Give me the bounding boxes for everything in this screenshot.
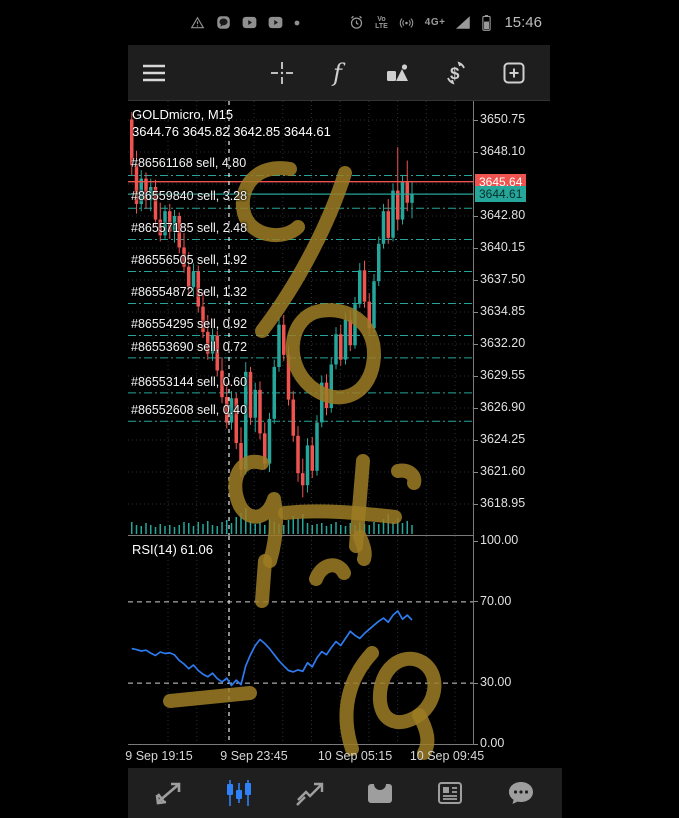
tick-mark — [474, 439, 478, 441]
time-tick-label: 10 Sep 09:45 — [409, 749, 485, 763]
tick-mark — [474, 503, 478, 505]
time-tick-label: 9 Sep 19:15 — [125, 749, 193, 763]
nav-quotes[interactable] — [152, 776, 186, 810]
time-tick-label: 9 Sep 23:45 — [220, 749, 288, 763]
bid-price-badge: 3644.61 — [475, 186, 527, 203]
tick-mark — [474, 247, 478, 249]
alarm-icon — [350, 15, 363, 29]
price-tick-label: 3626.90 — [480, 400, 526, 414]
rsi-tick-label: 0.00 — [480, 736, 505, 750]
volte-label: Vo LTE — [375, 15, 388, 30]
warning-icon — [190, 16, 205, 28]
price-tick-label: 3632.20 — [480, 336, 526, 350]
objects-icon[interactable] — [384, 59, 412, 87]
price-tick-label: 3624.25 — [480, 432, 526, 446]
chat-app-icon — [217, 16, 230, 29]
tick-mark — [474, 279, 478, 281]
trade-arrow-icon — [295, 782, 324, 806]
rsi-tick-label: 100.00 — [480, 533, 519, 547]
nav-history[interactable] — [363, 776, 397, 810]
price-tick-label: 3648.10 — [480, 144, 526, 158]
play-app-icon — [268, 16, 283, 29]
crosshair-icon[interactable] — [268, 59, 296, 87]
trade-dollar-icon[interactable]: $ — [442, 59, 470, 87]
tick-mark — [474, 471, 478, 473]
position-label: #86554872 sell, 1.32 — [131, 285, 248, 299]
quotes-arrows-icon — [155, 782, 181, 805]
play-app-icon — [242, 16, 257, 29]
price-tick-label: 3629.55 — [480, 368, 526, 382]
rsi-tick-label: 30.00 — [480, 675, 512, 690]
svg-text:f: f — [331, 60, 346, 86]
status-bar: Vo LTE 4G+ 15:46 — [128, 0, 550, 45]
tick-mark — [474, 682, 478, 684]
hotspot-icon — [399, 17, 413, 28]
nav-news[interactable] — [433, 776, 467, 810]
position-label: #86552608 sell, 0.40 — [131, 403, 248, 417]
price-tick-label: 3650.75 — [480, 112, 526, 126]
position-label: #86554295 sell, 0.92 — [131, 317, 248, 331]
price-axis: 3645.64 3644.61 3650.75 3648.10 3642.80 364… — [473, 101, 551, 750]
position-label: #86556505 sell, 1.92 — [131, 253, 248, 267]
signal-icon — [456, 16, 471, 29]
tick-mark — [474, 151, 478, 153]
position-label: #86553144 sell, 0.60 — [131, 375, 248, 389]
tick-mark — [474, 343, 478, 345]
history-tray-icon — [368, 784, 393, 803]
position-label: #86557185 sell, 2.48 — [131, 221, 248, 235]
ohlc-readout: 3644.76 3645.82 3642.85 3644.61 — [132, 124, 331, 139]
menu-icon[interactable] — [140, 59, 168, 87]
nav-trade[interactable] — [293, 776, 327, 810]
app-toolbar: f $ — [128, 45, 550, 100]
tick-mark — [474, 375, 478, 377]
candlestick-chart-icon — [227, 780, 252, 806]
bottom-nav — [128, 768, 562, 818]
tick-mark — [474, 743, 478, 745]
news-icon — [438, 782, 463, 804]
network-label: 4G+ — [424, 17, 446, 28]
tick-mark — [474, 215, 478, 217]
position-label: #86559840 sell, 3.28 — [131, 189, 248, 203]
new-order-icon[interactable] — [500, 59, 528, 87]
function-icon[interactable]: f — [326, 59, 354, 87]
rsi-pane[interactable] — [128, 536, 473, 745]
tick-mark — [474, 311, 478, 313]
price-tick-label: 3637.50 — [480, 272, 526, 286]
tick-mark — [474, 540, 478, 542]
chart-widget[interactable]: GOLDmicro, M15 3644.76 3645.82 3642.85 3… — [125, 100, 551, 769]
nav-charts[interactable] — [222, 776, 256, 810]
tick-mark — [474, 407, 478, 409]
price-tick-label: 3640.15 — [480, 240, 526, 254]
battery-icon — [482, 14, 492, 31]
price-tick-label: 3634.85 — [480, 304, 526, 318]
tick-mark — [474, 601, 478, 603]
symbol-title: GOLDmicro, M15 — [132, 107, 234, 122]
chat-bubble-icon — [508, 782, 533, 804]
position-label: #86553690 sell, 0.72 — [131, 340, 248, 354]
dot-icon — [294, 20, 300, 25]
price-tick-label: 3621.60 — [480, 464, 526, 478]
price-tick-label: 3642.80 — [480, 208, 526, 222]
time-tick-label: 10 Sep 05:15 — [317, 749, 393, 763]
price-tick-label: 3618.95 — [480, 496, 526, 510]
rsi-tick-label: 70.00 — [480, 593, 512, 608]
rsi-readout: RSI(14) 61.06 — [132, 542, 213, 557]
svg-text:$: $ — [450, 64, 460, 83]
nav-messages[interactable] — [504, 776, 538, 810]
tick-mark — [474, 119, 478, 121]
ask-price-badge: 3645.64 — [475, 173, 527, 190]
clock: 15:46 — [504, 14, 542, 31]
position-label: #86561168 sell, 4.80 — [131, 156, 247, 170]
phone-screen: Vo LTE 4G+ 15:46 f $ — [125, 0, 562, 818]
